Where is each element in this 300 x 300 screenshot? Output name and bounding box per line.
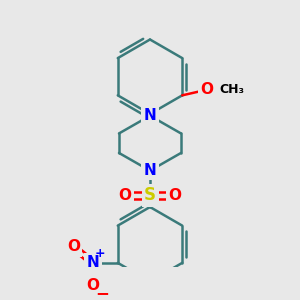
Text: O: O bbox=[67, 239, 80, 254]
Text: −: − bbox=[95, 284, 109, 300]
Text: O: O bbox=[119, 188, 132, 203]
Text: O: O bbox=[201, 82, 214, 97]
Text: S: S bbox=[144, 187, 156, 205]
Text: CH₃: CH₃ bbox=[220, 82, 244, 96]
Text: N: N bbox=[87, 255, 99, 270]
Text: N: N bbox=[144, 163, 156, 178]
Text: +: + bbox=[95, 248, 105, 260]
Text: O: O bbox=[86, 278, 99, 293]
Text: O: O bbox=[168, 188, 181, 203]
Text: N: N bbox=[144, 108, 156, 123]
